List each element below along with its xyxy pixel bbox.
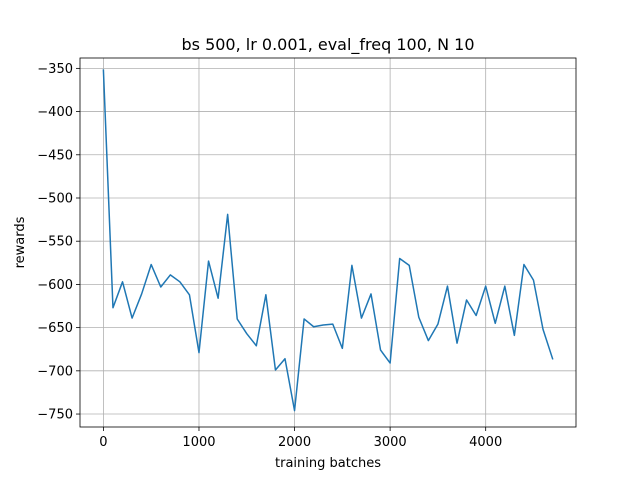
y-axis: −350 −400 −450 −500 −550 −600 −650 −700 −750 bbox=[37, 62, 80, 423]
grid-lines bbox=[80, 58, 576, 427]
y-tick-label: −500 bbox=[37, 191, 73, 206]
plot-frame bbox=[79, 57, 577, 428]
x-axis-label: training batches bbox=[275, 456, 381, 471]
rewards-series-line bbox=[102, 69, 554, 412]
y-tick-label: −650 bbox=[37, 321, 73, 336]
y-tick-label: −700 bbox=[37, 364, 73, 379]
y-tick-label: −350 bbox=[37, 62, 73, 77]
x-axis: 0 1000 2000 3000 4000 bbox=[99, 427, 502, 450]
y-tick-label: −750 bbox=[37, 408, 73, 423]
y-tick-label: −550 bbox=[37, 235, 73, 250]
x-tick-label: 3000 bbox=[374, 435, 407, 450]
y-tick-label: −400 bbox=[37, 105, 73, 120]
x-tick-label: 2000 bbox=[278, 435, 311, 450]
series-layer bbox=[102, 69, 554, 412]
x-tick-label: 1000 bbox=[182, 435, 215, 450]
y-axis-label: rewards bbox=[13, 216, 28, 268]
chart-title: bs 500, lr 0.001, eval_freq 100, N 10 bbox=[181, 35, 474, 55]
y-tick-label: −600 bbox=[37, 278, 73, 293]
x-tick-label: 4000 bbox=[469, 435, 502, 450]
y-tick-label: −450 bbox=[37, 148, 73, 163]
x-tick-label: 0 bbox=[99, 435, 107, 450]
